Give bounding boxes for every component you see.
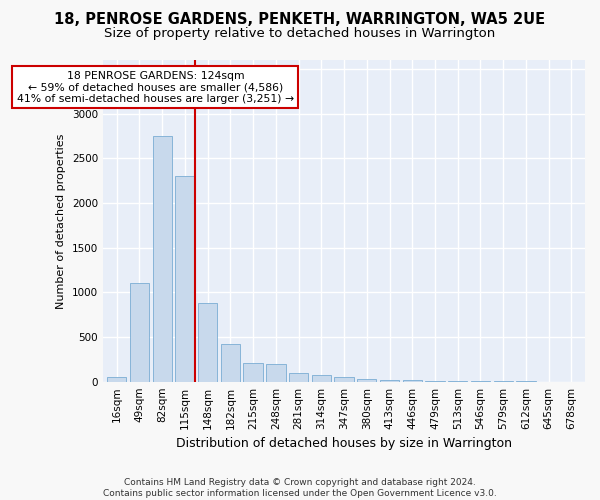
- Bar: [107, 377, 127, 382]
- Bar: [221, 344, 240, 382]
- Text: 18 PENROSE GARDENS: 124sqm
← 59% of detached houses are smaller (4,586)
41% of s: 18 PENROSE GARDENS: 124sqm ← 59% of deta…: [17, 70, 294, 104]
- Bar: [425, 381, 445, 382]
- Bar: [357, 379, 376, 382]
- Bar: [244, 364, 263, 382]
- Text: Size of property relative to detached houses in Warrington: Size of property relative to detached ho…: [104, 28, 496, 40]
- X-axis label: Distribution of detached houses by size in Warrington: Distribution of detached houses by size …: [176, 437, 512, 450]
- Text: Contains HM Land Registry data © Crown copyright and database right 2024.
Contai: Contains HM Land Registry data © Crown c…: [103, 478, 497, 498]
- Bar: [403, 380, 422, 382]
- Bar: [175, 176, 194, 382]
- Bar: [380, 380, 399, 382]
- Bar: [198, 303, 217, 382]
- Bar: [266, 364, 286, 382]
- Bar: [289, 372, 308, 382]
- Y-axis label: Number of detached properties: Number of detached properties: [56, 133, 67, 308]
- Bar: [448, 381, 467, 382]
- Bar: [334, 377, 354, 382]
- Bar: [130, 284, 149, 382]
- Bar: [311, 375, 331, 382]
- Text: 18, PENROSE GARDENS, PENKETH, WARRINGTON, WA5 2UE: 18, PENROSE GARDENS, PENKETH, WARRINGTON…: [55, 12, 545, 28]
- Bar: [152, 136, 172, 382]
